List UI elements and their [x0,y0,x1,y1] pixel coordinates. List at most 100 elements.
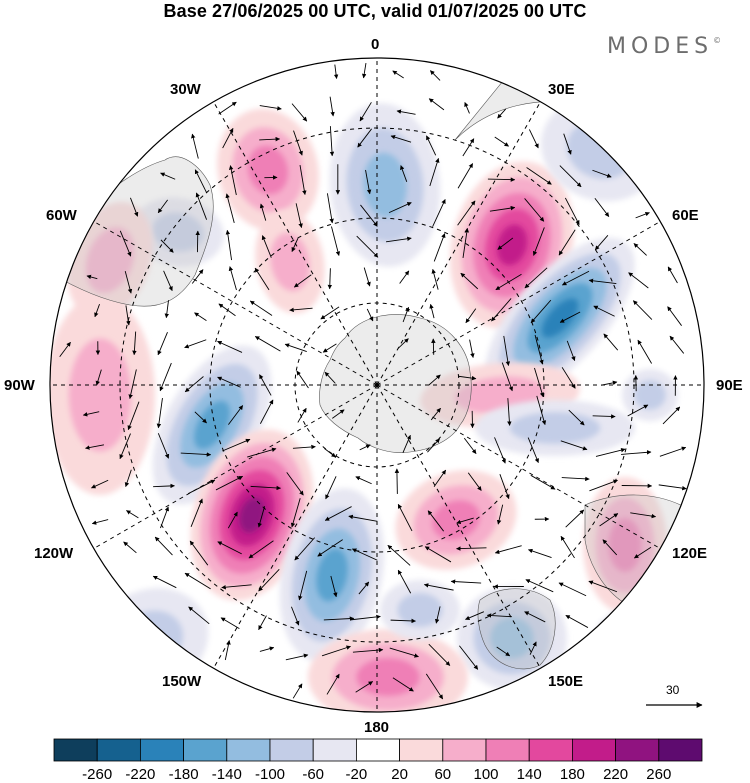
wind-vector-arrow [325,476,337,500]
wind-vector-arrow [228,266,237,291]
wind-vector-arrow [588,278,617,285]
wind-vector-arrow [429,157,440,187]
wind-vector-arrow [361,63,367,79]
wind-vector-arrow [559,165,582,188]
wind-vector-arrow [157,199,168,214]
colorbar-swatch [139,738,184,762]
wind-vector-arrow [293,130,303,156]
lon-label-30w: 30W [170,81,201,98]
wind-vector-arrow [594,234,609,251]
wind-vector-arrow [119,433,131,460]
wind-vector-arrow [91,479,109,489]
wind-vector-arrow [348,514,378,522]
wind-vector-arrow [563,133,572,155]
wind-vector-arrow [501,362,514,392]
wind-vector-arrow [561,476,590,482]
wind-vector-arrow [434,606,441,624]
wind-vector-arrow [194,312,207,321]
negative-anomaly-contour [509,412,601,444]
wind-vector-arrow [528,129,539,149]
wind-vector-arrow [82,411,100,417]
wind-vector-arrow [86,274,98,280]
wind-vector-arrow [427,438,440,453]
wind-vector-arrow [387,545,411,566]
wind-vector-arrow [491,298,512,322]
wind-vector-arrow [119,230,132,257]
colorbar-tick-label: 180 [559,766,585,783]
wind-vector-arrow [558,582,587,597]
colorbar-tick-label: -220 [125,766,156,783]
wind-vector-arrow [528,548,552,559]
wind-vector-arrow [390,618,416,624]
wind-vector-arrow [599,513,619,527]
wind-vector-arrow [589,479,618,492]
wind-vector-arrow [564,197,580,225]
wind-vector-arrow [560,535,575,559]
wind-vector-arrow [536,395,547,426]
wind-vector-arrow [296,370,309,389]
wind-vector-arrow [259,399,274,424]
positive-anomaly-contour [270,232,310,292]
wind-vector-arrow [130,197,139,217]
colorbar-tick-label: 260 [646,766,672,783]
wind-vector-arrow [390,135,412,143]
colorbar-swatch [96,738,141,762]
colorbar-tick-label: -180 [168,766,199,783]
colorbar-swatch [183,738,228,762]
wind-vector-arrow [430,407,441,421]
colorbar-tick-label: 140 [516,766,542,783]
colorbar-swatch [658,738,703,762]
wind-vector-arrow [291,238,299,252]
wind-vector-arrow [526,167,552,185]
wind-vector-arrow [217,541,242,555]
wind-vector-arrow [400,165,408,182]
wind-vector-arrow [259,136,281,142]
wind-vector-arrow [217,376,241,388]
wind-vector-arrow [530,299,552,324]
wind-vector-arrow [427,510,444,532]
negative-anomaly-contour [634,380,666,410]
wind-vector-arrow [460,272,479,290]
wind-vector-arrow [326,673,340,695]
wind-vector-arrow [459,645,479,670]
wind-vector-arrow [635,211,650,219]
wind-vector-arrow [132,331,137,356]
wind-vector-arrow [565,509,585,528]
lon-label-0: 0 [371,36,380,53]
wind-vector-arrow [156,398,163,429]
wind-vector-arrow [428,643,451,666]
wind-vector-arrow [157,433,170,459]
wind-vector-arrow [632,300,653,320]
wind-vector-arrow [195,192,208,220]
graticule [50,58,704,712]
wind-vector-arrow [357,128,372,148]
wind-vector-arrow [329,126,335,157]
negative-anomaly-contour [611,624,669,676]
wind-vector-arrow [254,267,270,291]
colorbar-tick-label: 100 [473,766,499,783]
wind-vector-arrow [433,233,446,262]
positive-anomaly-contour [68,338,132,452]
wind-vector-arrow [85,444,105,450]
wind-vector-arrow [397,503,413,532]
wind-vector-arrow [431,268,439,290]
wind-vector-arrow [486,613,512,618]
negative-anomaly-contour [490,617,534,659]
wind-vector-arrow [667,306,682,326]
meridian-line [213,384,378,669]
wind-vector-arrow [194,169,207,193]
wind-vector-arrow [524,198,545,222]
negative-anomaly-contour [152,212,204,252]
wind-vector-arrow [561,270,590,286]
wind-vector-arrow [292,683,303,699]
wind-vector-arrow [593,305,615,317]
lon-label-120e: 120E [672,545,708,562]
negative-anomaly-contour [363,152,407,218]
meridian-line [93,221,378,386]
wind-vector-arrow [558,229,576,256]
colorbar-tick-label: 60 [434,766,452,783]
lon-label-150w: 150W [162,673,202,690]
wind-vector-arrow [228,165,237,196]
wind-vector-arrow [627,404,649,417]
meridian-line [376,384,541,669]
